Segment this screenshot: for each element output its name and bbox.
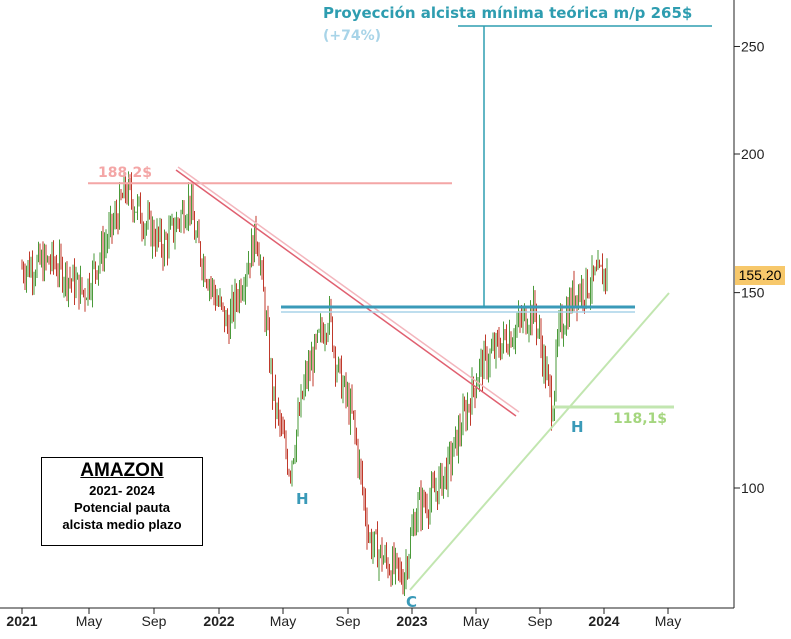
uptrend-line	[409, 292, 670, 591]
chart-info-box: AMAZON 2021- 2024 Potencial pauta alcist…	[41, 457, 203, 546]
y-tick-label: 250	[741, 38, 765, 54]
projection-pct: (+74%)	[323, 28, 381, 44]
x-tick-label: 2024	[588, 613, 619, 629]
head-label: C	[406, 593, 417, 611]
left-shoulder-label: H	[296, 490, 309, 508]
resistance-label: 188,2$	[98, 165, 152, 181]
subtitle-line-2: Potencial pauta	[73, 500, 171, 515]
x-tick-label: May	[463, 613, 489, 629]
x-tick-label: Sep	[336, 613, 361, 629]
chart-overlays	[88, 25, 712, 591]
downtrend-line-inner	[177, 166, 520, 413]
y-axis: 100 150 200 250	[734, 38, 765, 496]
y-tick-label: 200	[741, 146, 765, 162]
subtitle-line-3: alcista medio plazo	[62, 517, 182, 532]
projection-title: Proyección alcista mínima teórica m/p 26…	[323, 4, 692, 22]
chart-title: AMAZON	[80, 460, 164, 481]
y-tick-label: 100	[741, 480, 765, 496]
x-tick-label: 2022	[203, 613, 234, 629]
right-shoulder-label: H	[571, 418, 584, 436]
x-tick-label: 2021	[6, 613, 37, 629]
x-axis: 2021 May Sep 2022 May Sep 2023 May Sep 2024 May	[6, 608, 681, 629]
subtitle-line-1: 2021- 2024	[89, 483, 155, 498]
last-price-badge: 155.20	[735, 266, 785, 285]
right-h-level-label: 118,1$	[613, 411, 667, 427]
x-tick-label: May	[270, 613, 296, 629]
x-tick-label: 2023	[396, 613, 427, 629]
x-tick-label: May	[76, 613, 102, 629]
y-tick-label: 150	[741, 285, 765, 301]
downtrend-line	[175, 169, 517, 417]
x-tick-label: May	[655, 613, 681, 629]
x-tick-label: Sep	[142, 613, 167, 629]
x-tick-label: Sep	[528, 613, 553, 629]
